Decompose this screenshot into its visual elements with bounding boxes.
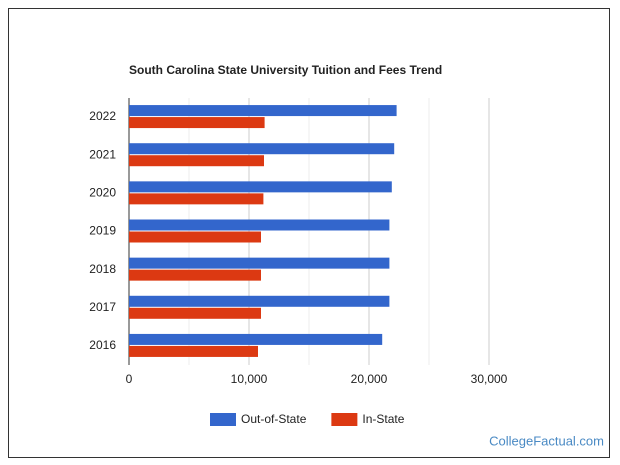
bar bbox=[129, 117, 265, 129]
bar bbox=[129, 345, 258, 357]
bar bbox=[129, 143, 395, 155]
bar bbox=[129, 105, 397, 117]
bar bbox=[129, 333, 383, 345]
legend-swatch bbox=[331, 413, 358, 426]
legend-swatch bbox=[210, 413, 236, 426]
x-tick-label: 30,000 bbox=[471, 372, 508, 386]
bar bbox=[129, 231, 261, 243]
bar bbox=[129, 307, 261, 319]
legend-label: In-State bbox=[362, 412, 404, 426]
y-tick-label: 2021 bbox=[89, 147, 116, 161]
y-tick-label: 2020 bbox=[89, 186, 116, 200]
bar bbox=[129, 257, 390, 269]
y-tick-label: 2016 bbox=[89, 338, 116, 352]
bar bbox=[129, 219, 390, 231]
y-tick-label: 2019 bbox=[89, 224, 116, 238]
y-tick-label: 2022 bbox=[89, 109, 116, 123]
legend-label: Out-of-State bbox=[241, 412, 307, 426]
x-tick-label: 10,000 bbox=[231, 372, 268, 386]
x-tick-label: 0 bbox=[126, 372, 133, 386]
x-tick-label: 20,000 bbox=[351, 372, 388, 386]
bar bbox=[129, 269, 261, 281]
y-tick-label: 2018 bbox=[89, 262, 116, 276]
chart-title: South Carolina State University Tuition … bbox=[129, 63, 442, 77]
bar bbox=[129, 295, 390, 307]
bar bbox=[129, 193, 264, 205]
y-tick-label: 2017 bbox=[89, 300, 116, 314]
watermark: CollegeFactual.com bbox=[489, 433, 604, 448]
bar bbox=[129, 155, 264, 167]
bar bbox=[129, 181, 392, 193]
